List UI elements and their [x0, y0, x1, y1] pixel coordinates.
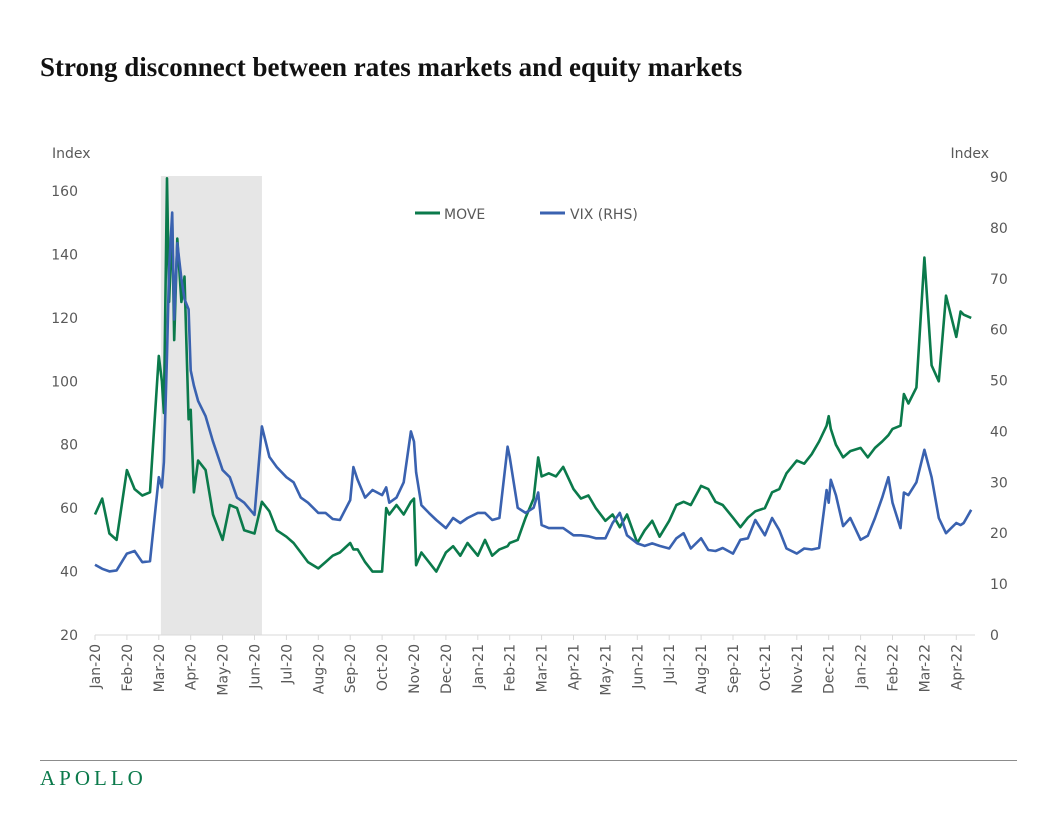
left-y-tick-label: 120 — [51, 311, 78, 327]
x-tick-label: Feb-20 — [120, 644, 136, 692]
x-axis: Jan-20 Feb-20 Mar-20 Apr-20 May-20 Jun-20 Jul-… — [88, 635, 965, 696]
x-tick-label: May-21 — [598, 644, 614, 696]
right-y-tick-label: 40 — [990, 424, 1008, 440]
x-tick-label: Feb-22 — [886, 644, 902, 692]
x-tick-label: May-20 — [216, 644, 232, 696]
dual-axis-line-chart: Index Index 20 40 60 80 100 120 140 160 0 10 20 30… — [51, 146, 1008, 696]
x-tick-label: Jan-20 — [88, 644, 104, 689]
right-y-tick-label: 50 — [990, 374, 1008, 390]
x-tick-label: Mar-21 — [535, 644, 551, 692]
left-y-tick-label: 80 — [60, 438, 78, 454]
left-y-tick-label: 40 — [60, 565, 78, 581]
left-y-tick-label: 60 — [60, 501, 78, 517]
x-tick-label: Dec-21 — [822, 644, 838, 694]
x-tick-label: Sep-20 — [343, 644, 359, 693]
x-tick-label: Aug-20 — [311, 644, 327, 694]
apollo-logo: APOLLO — [40, 766, 147, 790]
x-tick-label: Mar-22 — [917, 644, 933, 692]
right-y-tick-label: 10 — [990, 577, 1008, 593]
left-y-tick-label: 140 — [51, 247, 78, 263]
x-tick-label: Feb-21 — [503, 644, 519, 692]
right-y-tick-label: 90 — [990, 170, 1008, 186]
right-y-tick-label: 60 — [990, 323, 1008, 339]
x-tick-label: Apr-21 — [567, 644, 583, 690]
x-tick-label: Oct-21 — [758, 644, 774, 691]
x-tick-label: Dec-20 — [439, 644, 455, 694]
x-tick-label: Mar-20 — [152, 644, 168, 692]
left-y-tick-label: 160 — [51, 184, 78, 200]
x-tick-label: Jun-20 — [248, 644, 264, 690]
right-y-tick-label: 20 — [990, 526, 1008, 542]
legend: MOVE VIX (RHS) — [415, 207, 638, 223]
legend-label-vix: VIX (RHS) — [570, 207, 638, 223]
x-tick-label: Jan-21 — [471, 644, 487, 689]
left-axis-label: Index — [52, 146, 91, 162]
x-tick-label: Jan-22 — [854, 644, 870, 689]
legend-item-move: MOVE — [415, 207, 485, 223]
right-y-tick-label: 80 — [990, 221, 1008, 237]
x-tick-label: Nov-20 — [407, 644, 423, 694]
x-tick-label: Apr-20 — [184, 644, 200, 690]
x-tick-label: Aug-21 — [694, 644, 710, 694]
right-y-tick-label: 30 — [990, 475, 1008, 491]
right-y-tick-label: 70 — [990, 272, 1008, 288]
left-y-axis: 20 40 60 80 100 120 140 160 — [51, 184, 78, 644]
x-tick-label: Jun-21 — [630, 644, 646, 690]
left-y-tick-label: 100 — [51, 374, 78, 390]
x-tick-label: Apr-22 — [949, 644, 965, 690]
legend-item-vix: VIX (RHS) — [540, 207, 638, 223]
right-y-tick-label: 0 — [990, 628, 999, 644]
left-y-tick-label: 20 — [60, 628, 78, 644]
x-tick-label: Nov-21 — [790, 644, 806, 694]
right-y-axis: 0 10 20 30 40 50 60 70 80 90 — [990, 170, 1008, 644]
legend-label-move: MOVE — [444, 207, 485, 223]
series-lines — [93, 177, 973, 573]
series-line-vix — [94, 211, 973, 573]
x-tick-label: Jul-20 — [279, 644, 295, 685]
x-tick-label: Oct-20 — [375, 644, 391, 691]
x-tick-label: Sep-21 — [726, 644, 742, 693]
footer-divider — [40, 760, 1017, 761]
right-axis-label: Index — [950, 146, 989, 162]
x-tick-label: Jul-21 — [662, 644, 678, 685]
chart-title: Strong disconnect between rates markets … — [40, 52, 743, 82]
series-line-move — [93, 177, 972, 573]
